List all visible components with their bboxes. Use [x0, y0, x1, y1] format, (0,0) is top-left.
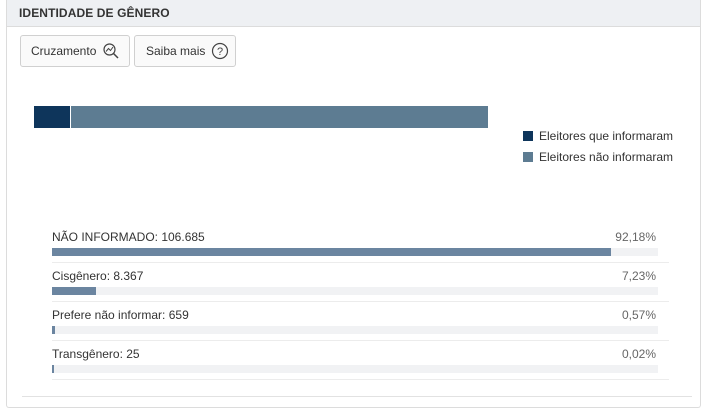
row-bar-fill: [52, 365, 54, 373]
row-percent: 92,18%: [615, 230, 656, 244]
legend-item-not-informed[interactable]: Eleitores não informaram: [523, 146, 673, 167]
gender-identity-panel: IDENTIDADE DE GÊNERO Cruzamento Saiba ma…: [6, 0, 701, 408]
row-bar-fill: [52, 248, 611, 256]
row-label: NÃO INFORMADO: 106.685: [52, 230, 205, 244]
informed-stacked-bar: [34, 106, 488, 128]
legend-item-informed[interactable]: Eleitores que informaram: [523, 125, 673, 146]
divider: [22, 396, 692, 397]
row-bar-fill: [52, 326, 56, 334]
cross-reference-button[interactable]: Cruzamento: [20, 35, 130, 67]
chart-legend: Eleitores que informaram Eleitores não i…: [523, 125, 673, 167]
list-item: Prefere não informar: 659 0,57%: [52, 302, 669, 341]
zoom-chart-icon: [102, 42, 120, 60]
question-circle-icon: ?: [211, 42, 229, 60]
row-label: Cisgênero: 8.367: [52, 269, 144, 283]
row-bar-track: [52, 365, 658, 373]
row-bar-fill: [52, 287, 96, 295]
row-label: Prefere não informar: 659: [52, 308, 189, 322]
legend-swatch-informed: [523, 130, 533, 141]
legend-label-informed: Eleitores que informaram: [539, 128, 674, 143]
svg-text:?: ?: [217, 46, 223, 58]
panel-header: IDENTIDADE DE GÊNERO: [7, 0, 700, 27]
informed-segment[interactable]: [34, 106, 70, 128]
not-informed-segment[interactable]: [70, 106, 488, 128]
row-bar-track: [52, 287, 658, 295]
row-bar-track: [52, 248, 658, 256]
row-bar-track: [52, 326, 658, 334]
learn-more-button[interactable]: Saiba mais ?: [134, 35, 236, 67]
breakdown-list: NÃO INFORMADO: 106.685 92,18% Cisgênero:…: [52, 224, 669, 380]
list-item: Cisgênero: 8.367 7,23%: [52, 263, 669, 302]
list-item: Transgênero: 25 0,02%: [52, 341, 669, 380]
learn-more-label: Saiba mais: [146, 44, 206, 58]
panel-title: IDENTIDADE DE GÊNERO: [19, 6, 170, 20]
row-label: Transgênero: 25: [52, 347, 140, 361]
cross-reference-label: Cruzamento: [31, 44, 97, 58]
segment-divider: [69, 106, 71, 128]
legend-label-not-informed: Eleitores não informaram: [539, 149, 674, 164]
row-percent: 0,57%: [621, 308, 656, 322]
legend-swatch-not-informed: [523, 151, 533, 162]
row-percent: 0,02%: [621, 347, 656, 361]
row-percent: 7,23%: [621, 269, 656, 283]
list-item: NÃO INFORMADO: 106.685 92,18%: [52, 224, 669, 263]
